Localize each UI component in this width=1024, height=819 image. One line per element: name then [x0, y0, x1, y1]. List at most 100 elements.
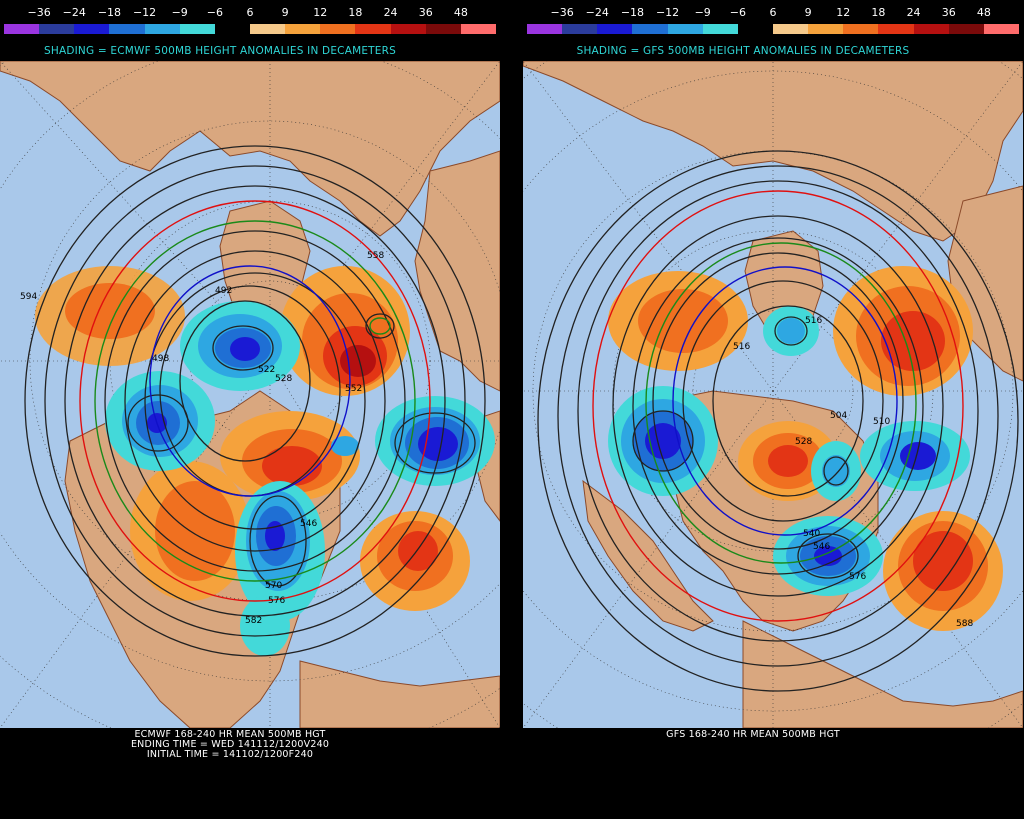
contour-label: 588	[956, 619, 973, 629]
contour-label: 510	[873, 417, 890, 427]
footer-line: INITIAL TIME = 141102/1200F240	[146, 749, 314, 760]
colorbar-swatch	[702, 24, 738, 34]
contour-label: 576	[849, 572, 866, 582]
contour-576	[79, 200, 431, 602]
colorbar-swatch	[772, 24, 809, 34]
gfs-map: 516 516 504 528 546 540 576 588 510	[523, 61, 1023, 728]
colorbar-swatch	[144, 24, 180, 34]
colorbar-swatch	[460, 24, 496, 34]
colorbar	[527, 24, 1019, 34]
contour-label: 540	[803, 529, 820, 539]
gfs-panel: −36 −24 −18 −12 −9 −6 6 9 12 18 24 36 48 SHADING = G…	[523, 0, 1023, 819]
colorbar-swatch	[983, 24, 1019, 34]
colorbar-label: −9	[694, 6, 711, 19]
colorbar-swatch	[948, 24, 984, 34]
colorbar-label: −12	[655, 6, 680, 19]
contour-552	[645, 242, 917, 564]
colorbar-swatch	[425, 24, 461, 34]
colorbar-swatch	[320, 24, 356, 34]
contour-label: 570	[265, 581, 282, 591]
colorbar-label: 24	[383, 6, 398, 19]
colorbar-label: 24	[906, 6, 921, 19]
colorbar-swatch	[597, 24, 633, 34]
colorbar-label: −18	[97, 6, 122, 19]
colorbar-swatch	[527, 24, 563, 34]
colorbar-swatch	[179, 24, 215, 34]
colorbar-swatch	[632, 24, 668, 34]
contour-label: 516	[805, 316, 822, 326]
contour-label: 558	[367, 251, 384, 261]
contour-label: 546	[300, 519, 317, 529]
colorbar-label: 36	[418, 6, 433, 19]
map-subtitle: SHADING = GFS 500MB HEIGHT ANOMALIES IN …	[576, 45, 910, 57]
colorbar-label: −12	[132, 6, 157, 19]
colorbar-swatch	[737, 24, 773, 34]
colorbar-label: 9	[804, 6, 812, 19]
colorbar-label: 6	[769, 6, 777, 19]
colorbar-labels: −36 −24 −18 −12 −9 −6 6 9 12 18 24 36 48	[523, 6, 1023, 20]
contour-label: 522	[258, 365, 275, 375]
contour-label: 498	[152, 354, 169, 364]
colorbar-label: 9	[281, 6, 289, 19]
contour-label: 492	[215, 286, 232, 296]
map-footer: GFS 168-240 HR MEAN 500MB HGT	[523, 728, 1023, 819]
ecmwf-map: 594 492 522 528 552 558 546 576 570 582 …	[0, 61, 500, 728]
colorbar-label: −24	[585, 6, 609, 19]
colorbar-swatch	[285, 24, 321, 34]
colorbar-swatch	[390, 24, 426, 34]
footer-line: ECMWF 168-240 HR MEAN 500MB HGT	[134, 729, 326, 740]
colorbar-label: −18	[620, 6, 645, 19]
colorbar-label: −36	[550, 6, 574, 19]
colorbar-label: −6	[206, 6, 223, 19]
colorbar-labels: −36 −24 −18 −12 −9 −6 6 9 12 18 24 36 48	[0, 6, 500, 20]
contour-552	[94, 220, 416, 582]
contour-label: 594	[20, 292, 37, 302]
contour-label: 552	[345, 384, 362, 394]
colorbar-label: 18	[348, 6, 363, 19]
colorbar-label: 48	[976, 6, 991, 19]
colorbar-swatch	[562, 24, 598, 34]
contour-label: 546	[813, 542, 830, 552]
ecmwf-panel: −36 −24 −18 −12 −9 −6 6 9 12 18 24 36 48 SHADING = E…	[0, 0, 500, 819]
colorbar-label: −24	[62, 6, 86, 19]
colorbar-label: −9	[171, 6, 188, 19]
colorbar-swatch	[913, 24, 949, 34]
colorbar-label: 12	[313, 6, 328, 19]
contour-label: 528	[795, 437, 812, 447]
colorbar-swatch	[843, 24, 879, 34]
contour-540	[149, 265, 351, 497]
colorbar-label: 36	[941, 6, 956, 19]
colorbar-swatch	[249, 24, 286, 34]
map-footer: ECMWF 168-240 HR MEAN 500MB HGT ENDING T…	[0, 728, 500, 819]
colorbar-swatch	[355, 24, 391, 34]
contour-576	[592, 190, 964, 622]
panel-divider	[500, 0, 523, 819]
gfs-map-svg: 516 516 504 528 546 540 576 588 510	[523, 61, 1023, 728]
footer-line: ENDING TIME = WED 141112/1200V240	[130, 739, 330, 750]
colorbar	[4, 24, 496, 34]
contour-label: 516	[733, 342, 750, 352]
contour-labels: 516 516 504 528 546 540 576 588 510	[733, 316, 973, 629]
colorbar-swatch	[808, 24, 844, 34]
colorbar-swatch	[667, 24, 703, 34]
colorbar-swatch	[74, 24, 110, 34]
contour-label: 576	[268, 596, 285, 606]
contour-label: 582	[245, 616, 262, 626]
colorbar-swatch	[214, 24, 250, 34]
colorbar-label: 48	[453, 6, 468, 19]
colorbar-label: −36	[27, 6, 51, 19]
colorbar-swatch	[4, 24, 40, 34]
colorbar-swatch	[878, 24, 914, 34]
colorbar-label: 18	[871, 6, 886, 19]
colorbar-label: 6	[246, 6, 254, 19]
colorbar-label: 12	[836, 6, 851, 19]
footer-line: GFS 168-240 HR MEAN 500MB HGT	[666, 729, 840, 740]
contour-540	[672, 266, 898, 536]
map-subtitle: SHADING = ECMWF 500MB HEIGHT ANOMALIES I…	[44, 45, 396, 57]
colorbar-swatch	[109, 24, 145, 34]
contour-label: 504	[830, 411, 847, 421]
ecmwf-map-svg: 594 492 522 528 552 558 546 576 570 582 …	[0, 61, 500, 728]
height-contours	[537, 150, 1019, 692]
colorbar-swatch	[39, 24, 75, 34]
contour-labels: 594 492 522 528 552 558 546 576 570 582 …	[20, 251, 384, 626]
